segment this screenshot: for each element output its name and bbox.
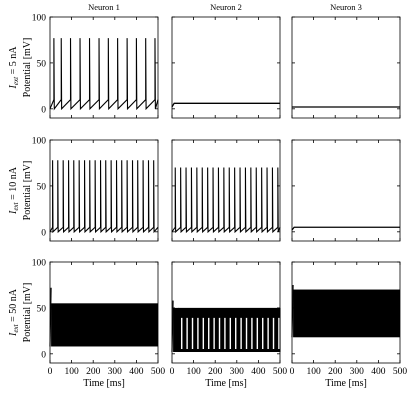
voltage-trace xyxy=(171,167,281,234)
current-symbol: I xyxy=(8,84,19,89)
x-tick-label: 200 xyxy=(328,367,343,377)
column-title: Neuron 1 xyxy=(88,2,120,12)
x-tick-label: 400 xyxy=(371,367,386,377)
x-tick-label: 200 xyxy=(208,367,223,377)
y-tick-label: 50 xyxy=(37,59,47,69)
row-1-labels: Iext = 5 nA Potential [mV] xyxy=(8,38,33,98)
y-axis-label: Potential [mV] xyxy=(22,283,33,343)
panel-frame xyxy=(171,261,281,364)
condition-label: Iext = 10 nA xyxy=(8,166,20,215)
y-tick-label: 0 xyxy=(41,350,46,360)
panel-frame xyxy=(171,16,281,119)
y-tick-label: 100 xyxy=(32,137,47,147)
dense-spike-band xyxy=(173,307,179,352)
y-tick-label: 100 xyxy=(32,14,47,24)
panel-frame xyxy=(49,139,159,242)
current-symbol: I xyxy=(8,210,19,215)
x-tick-label: 100 xyxy=(186,367,201,377)
x-tick-label: 400 xyxy=(251,367,266,377)
column-title: Neuron 2 xyxy=(210,2,242,12)
spike-train xyxy=(177,307,281,352)
voltage-trace xyxy=(49,38,159,111)
condition-label: Iext = 5 nA xyxy=(8,46,20,90)
panel-r3-c1: 0 50 100 0 100 200 300 400 500 Time [ms] xyxy=(32,259,166,390)
current-symbol-subscript: ext xyxy=(12,323,20,332)
x-tick-label: 200 xyxy=(86,367,101,377)
x-tick-label: 300 xyxy=(230,367,245,377)
panel-r1-c2: Neuron 2 xyxy=(171,2,281,119)
y-tick-label: 0 xyxy=(41,228,46,238)
x-tick-label: 500 xyxy=(151,367,166,377)
condition-value: = 5 nA xyxy=(8,46,19,77)
y-tick-label: 50 xyxy=(37,182,47,192)
x-axis-label: Time [ms] xyxy=(325,378,367,389)
panel-frame xyxy=(291,16,401,119)
condition-label: Iext = 50 nA xyxy=(8,288,20,337)
panel-r3-c3: 0 100 200 300 400 500 Time [ms] xyxy=(290,261,408,389)
dense-spike-band xyxy=(293,289,400,338)
row-2-labels: Iext = 10 nA Potential [mV] xyxy=(8,161,33,221)
x-axis-label: Time [ms] xyxy=(205,378,247,389)
voltage-trace xyxy=(291,226,400,231)
panel-r2-c3 xyxy=(291,139,401,242)
row-3-labels: Iext = 50 nA Potential [mV] xyxy=(8,283,33,343)
x-tick-label: 0 xyxy=(290,367,295,377)
panel-frame xyxy=(291,261,401,364)
y-tick-label: 0 xyxy=(41,105,46,115)
panel-frame xyxy=(291,139,401,242)
x-tick-label: 500 xyxy=(393,367,408,377)
y-axis-label: Potential [mV] xyxy=(22,38,33,98)
voltage-trace xyxy=(171,102,280,108)
x-tick-label: 400 xyxy=(129,367,144,377)
condition-value: = 10 nA xyxy=(8,166,19,202)
panel-r2-c1: 0 50 100 xyxy=(32,137,159,242)
x-tick-label: 100 xyxy=(306,367,321,377)
panel-r3-c2: 0 100 200 300 400 500 Time [ms] xyxy=(170,261,288,389)
panel-frame xyxy=(49,261,159,364)
panel-r1-c3: Neuron 3 xyxy=(291,2,401,119)
panel-frame xyxy=(171,139,281,242)
panel-r1-c1: 0 50 100 Neuron 1 xyxy=(32,2,159,119)
x-tick-label: 100 xyxy=(64,367,79,377)
panel-frame xyxy=(49,16,159,119)
voltage-trace xyxy=(49,160,159,234)
current-symbol: I xyxy=(8,332,19,337)
x-tick-label: 300 xyxy=(108,367,123,377)
current-symbol-subscript: ext xyxy=(12,201,20,210)
dense-spike-band xyxy=(51,303,158,347)
x-tick-label: 0 xyxy=(48,367,53,377)
column-title: Neuron 3 xyxy=(330,2,362,12)
x-tick-label: 300 xyxy=(350,367,365,377)
condition-value: = 50 nA xyxy=(8,288,19,324)
x-tick-label: 0 xyxy=(170,367,175,377)
y-tick-label: 50 xyxy=(37,304,47,314)
current-symbol-subscript: ext xyxy=(12,76,20,85)
panel-r2-c2 xyxy=(171,139,281,242)
y-axis-label: Potential [mV] xyxy=(22,161,33,221)
x-tick-label: 500 xyxy=(273,367,288,377)
y-tick-label: 100 xyxy=(32,259,47,269)
spike-train-gaps xyxy=(181,317,280,349)
x-axis-label: Time [ms] xyxy=(83,378,125,389)
